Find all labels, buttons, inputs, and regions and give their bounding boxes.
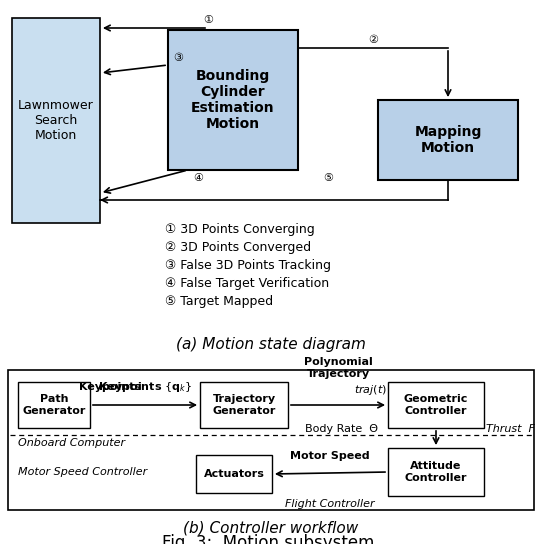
Text: ①: ① xyxy=(203,15,213,25)
Bar xyxy=(378,100,518,180)
Text: Mapping
Motion: Mapping Motion xyxy=(414,125,482,155)
Bar xyxy=(12,18,100,223)
Bar xyxy=(200,382,288,428)
Text: ⑤: ⑤ xyxy=(323,173,333,183)
Bar xyxy=(388,382,484,428)
Text: Fig. 3:  Motion subsystem.: Fig. 3: Motion subsystem. xyxy=(162,534,380,544)
Text: Polynomial
Trajectory: Polynomial Trajectory xyxy=(304,357,372,379)
Text: Path
Generator: Path Generator xyxy=(22,394,86,416)
Text: Keypoints: Keypoints xyxy=(79,382,145,392)
Text: Keypoints $\{\mathbf{q}_k\}$: Keypoints $\{\mathbf{q}_k\}$ xyxy=(98,380,192,394)
Text: ②: ② xyxy=(368,35,378,45)
Text: ④: ④ xyxy=(193,173,203,183)
Text: Geometric
Controller: Geometric Controller xyxy=(404,394,468,416)
Text: Motor Speed: Motor Speed xyxy=(290,451,370,461)
Text: $traj(t)$: $traj(t)$ xyxy=(353,383,386,397)
Text: ③ False 3D Points Tracking: ③ False 3D Points Tracking xyxy=(165,259,331,273)
Text: Motor Speed Controller: Motor Speed Controller xyxy=(18,467,147,477)
Bar xyxy=(388,448,484,496)
Text: ① 3D Points Converging: ① 3D Points Converging xyxy=(165,224,315,237)
Bar xyxy=(18,382,90,428)
Text: ③: ③ xyxy=(173,53,183,63)
Text: (b) Controller workflow: (b) Controller workflow xyxy=(183,521,359,535)
Text: Thrust  F: Thrust F xyxy=(486,424,535,434)
Text: ② 3D Points Converged: ② 3D Points Converged xyxy=(165,242,311,255)
Bar xyxy=(8,370,534,510)
Text: Flight Controller: Flight Controller xyxy=(285,499,375,509)
Text: Trajectory
Generator: Trajectory Generator xyxy=(212,394,276,416)
Bar xyxy=(196,455,272,493)
Text: Bounding
Cylinder
Estimation
Motion: Bounding Cylinder Estimation Motion xyxy=(191,69,275,131)
Text: Attitude
Controller: Attitude Controller xyxy=(405,461,467,483)
Text: ④ False Target Verification: ④ False Target Verification xyxy=(165,277,329,290)
Bar xyxy=(168,30,298,170)
Text: Lawnmower
Search
Motion: Lawnmower Search Motion xyxy=(18,99,94,142)
Text: (a) Motion state diagram: (a) Motion state diagram xyxy=(176,337,366,353)
Text: Actuators: Actuators xyxy=(204,469,264,479)
Text: ⑤ Target Mapped: ⑤ Target Mapped xyxy=(165,295,273,308)
Text: Body Rate  Θ: Body Rate Θ xyxy=(305,424,378,434)
Text: Onboard Computer: Onboard Computer xyxy=(18,438,125,448)
